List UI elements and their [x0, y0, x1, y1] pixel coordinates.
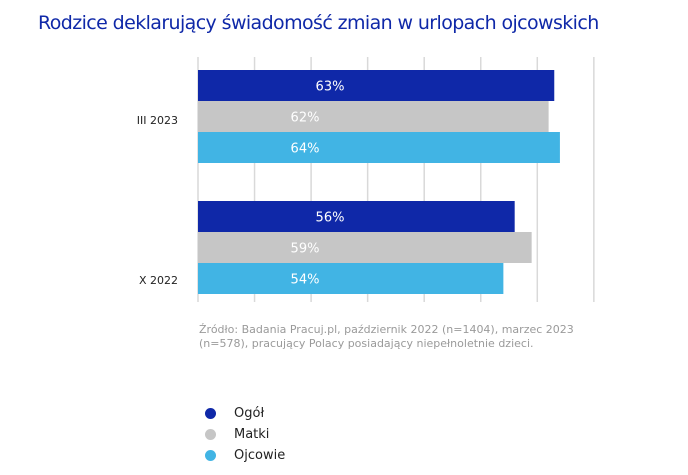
- legend-item-matki: Matki: [205, 424, 285, 445]
- bar-ogół: [198, 70, 555, 101]
- bar-matki: [198, 101, 549, 132]
- data-label: 64%: [291, 142, 320, 157]
- data-label: 54%: [291, 273, 320, 288]
- data-label: 56%: [316, 211, 345, 226]
- data-label: 59%: [291, 242, 320, 257]
- bar-ogół: [198, 201, 515, 232]
- legend-dot-icon: [205, 429, 216, 440]
- legend-item-ojcowie: Ojcowie: [205, 445, 285, 466]
- bar-matki: [198, 232, 532, 263]
- legend-dot-icon: [205, 408, 216, 419]
- data-label: 63%: [316, 80, 345, 95]
- category-label: III 2023: [137, 114, 178, 127]
- legend-dot-icon: [205, 450, 216, 461]
- bar-ojcowie: [198, 132, 560, 163]
- data-label: 62%: [291, 111, 320, 126]
- legend-label: Matki: [234, 427, 270, 442]
- source-note: Źródło: Badania Pracuj.pl, październik 2…: [199, 323, 574, 350]
- bar-chart: 63% 62% 64% III 2023 56% 59% 54% X 2022: [137, 57, 595, 302]
- chart-title: Rodzice deklarujący świadomość zmian w u…: [38, 12, 599, 34]
- category-label: X 2022: [139, 274, 178, 287]
- legend-label: Ojcowie: [234, 448, 286, 463]
- bar-ojcowie: [198, 263, 504, 294]
- legend-label: Ogół: [234, 406, 265, 421]
- legend: Ogół Matki Ojcowie: [205, 403, 285, 466]
- legend-item-ogol: Ogół: [205, 403, 285, 424]
